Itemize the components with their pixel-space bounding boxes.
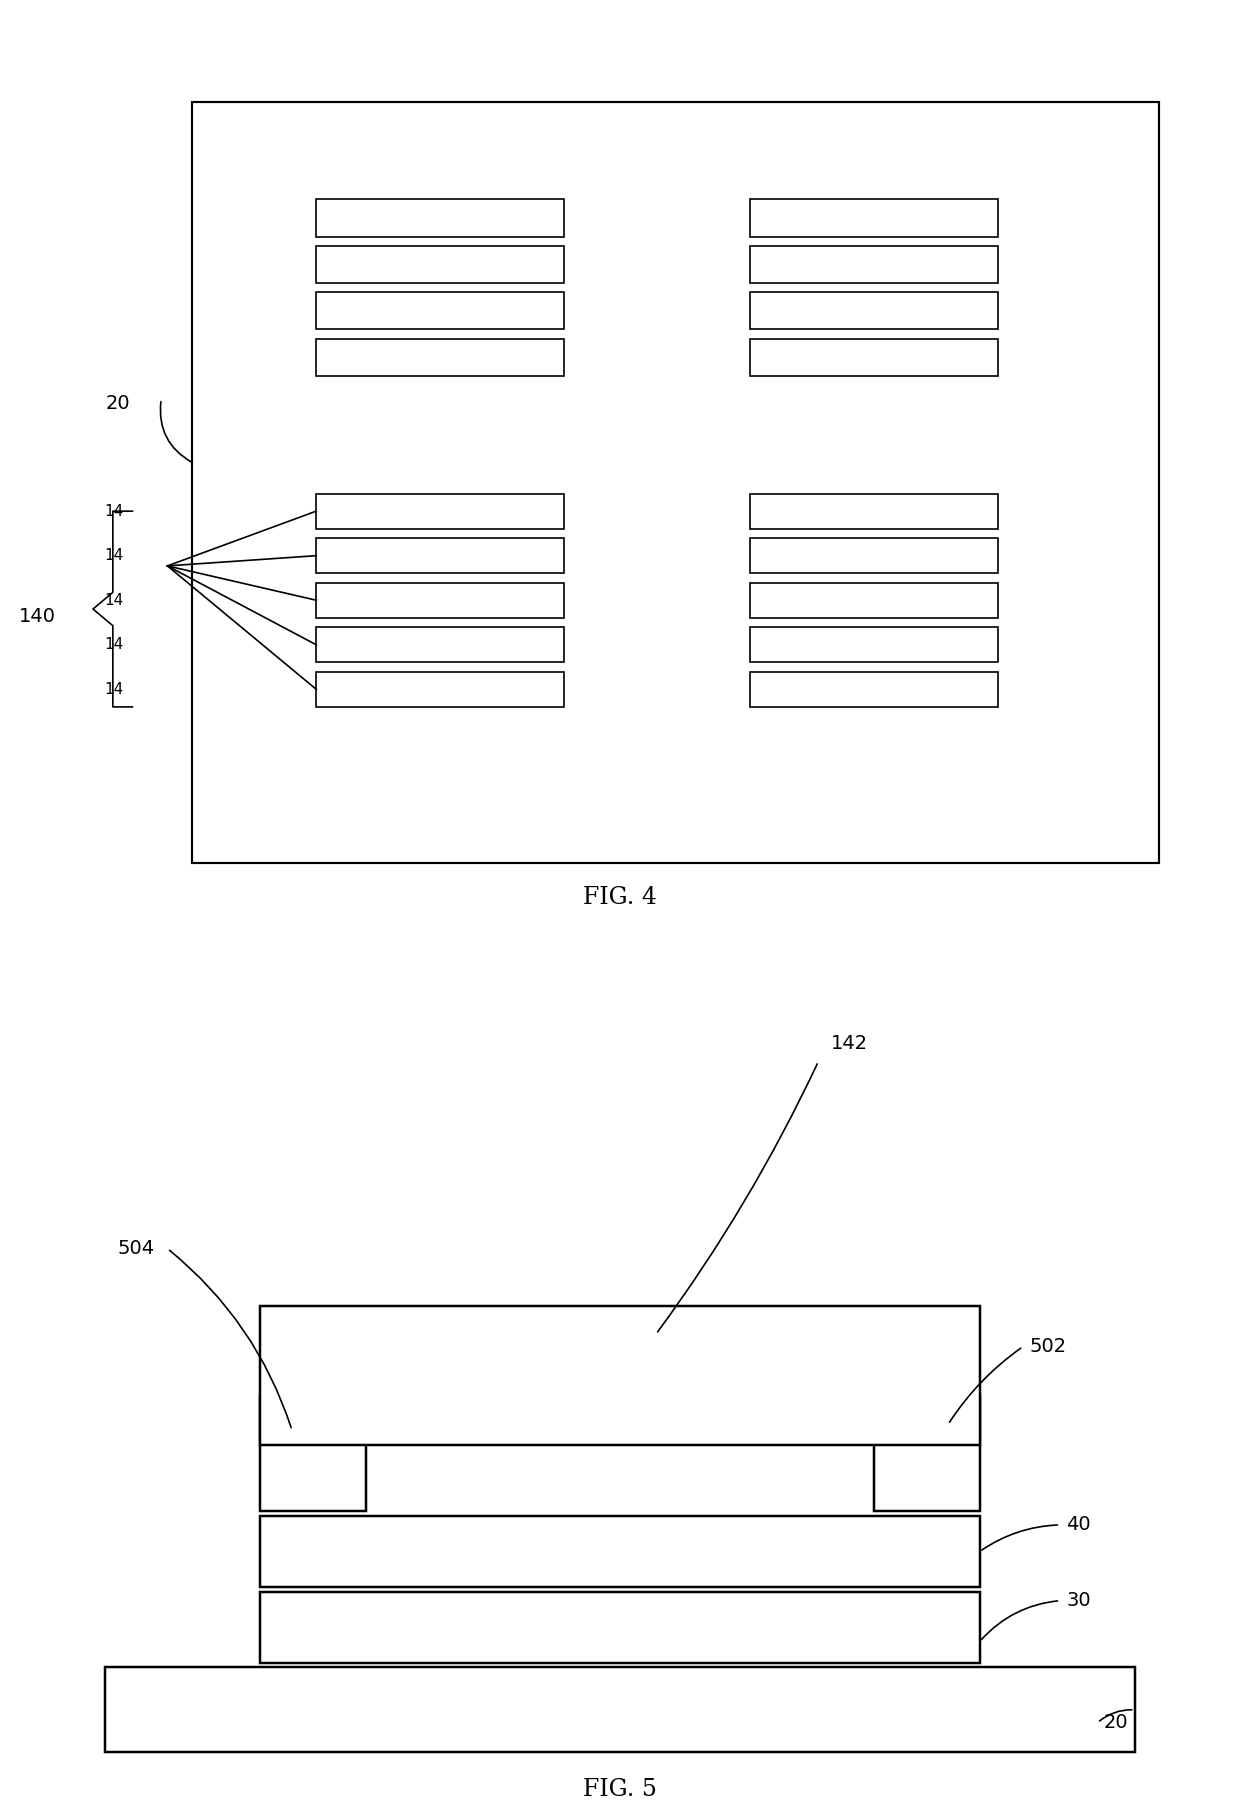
Text: 14: 14 <box>104 504 124 518</box>
Text: 142: 142 <box>831 1033 868 1053</box>
Bar <box>105 1668 1135 1752</box>
Bar <box>316 538 564 573</box>
Text: 30: 30 <box>1066 1592 1091 1610</box>
Text: 140: 140 <box>19 608 56 626</box>
Bar <box>750 293 998 329</box>
Text: 502: 502 <box>1029 1337 1066 1357</box>
Text: 14: 14 <box>104 593 124 608</box>
Bar <box>260 1592 980 1663</box>
Bar <box>750 493 998 529</box>
Bar <box>192 102 1159 862</box>
Text: FIG. 4: FIG. 4 <box>583 886 657 910</box>
Bar <box>750 628 998 662</box>
Bar <box>316 582 564 618</box>
Bar <box>316 671 564 708</box>
Text: 14: 14 <box>104 682 124 697</box>
Bar <box>750 200 998 236</box>
Bar <box>316 338 564 377</box>
Bar <box>316 628 564 662</box>
Bar <box>260 1306 980 1444</box>
Bar <box>260 1515 980 1588</box>
Bar <box>750 338 998 377</box>
Bar <box>316 200 564 236</box>
Text: 20: 20 <box>105 395 130 413</box>
Bar <box>260 1395 366 1512</box>
Bar <box>874 1395 980 1512</box>
Text: 14: 14 <box>104 548 124 564</box>
Text: 504: 504 <box>118 1239 155 1259</box>
Text: 14: 14 <box>104 637 124 653</box>
Text: 40: 40 <box>1066 1515 1091 1535</box>
Bar <box>750 582 998 618</box>
Bar <box>750 246 998 284</box>
Text: 20: 20 <box>1104 1713 1128 1732</box>
Bar <box>316 246 564 284</box>
Text: FIG. 5: FIG. 5 <box>583 1779 657 1801</box>
Bar <box>750 671 998 708</box>
Bar <box>750 538 998 573</box>
Bar <box>316 293 564 329</box>
Bar <box>316 493 564 529</box>
